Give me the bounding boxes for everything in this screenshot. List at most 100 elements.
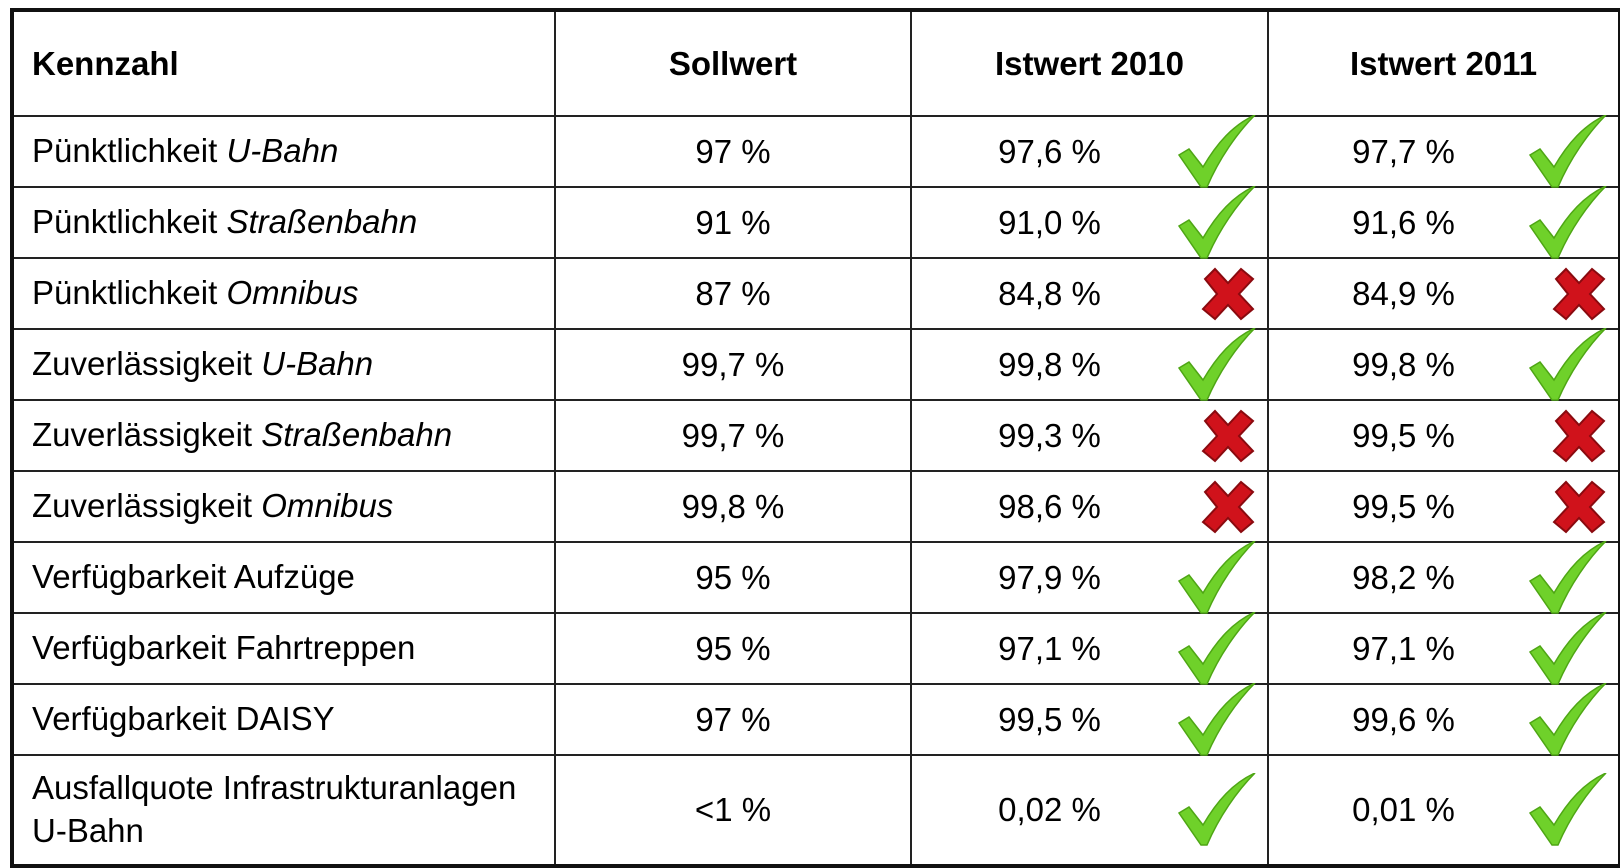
target-cell: 87 % [554, 257, 912, 330]
label-text: Pünktlichkeit [32, 274, 218, 312]
label-text: Zuverlässigkeit [32, 416, 253, 454]
check-mark [1177, 682, 1256, 756]
check-icon [1528, 114, 1607, 188]
value-text: 91,0 % [998, 203, 1101, 241]
cross-icon [1201, 267, 1255, 320]
check-mark [1177, 185, 1256, 259]
target-cell: 97 % [554, 115, 912, 188]
value-cell: 0,01 % [1267, 754, 1620, 867]
value-text: 98,6 % [998, 487, 1101, 525]
value-text: 97,1 % [998, 629, 1101, 667]
value-cell: 84,8 % [910, 257, 1269, 330]
check-mark [1528, 185, 1607, 259]
value-cell: 98,2 % [1267, 540, 1620, 614]
header-row: Kennzahl Sollwert Istwert 2010 Istwert 2… [11, 9, 1620, 117]
check-icon [1528, 773, 1607, 846]
cross-mark [1201, 409, 1255, 462]
table-row: Ausfallquote Infrastrukturanlagen U-Bahn… [11, 754, 1620, 867]
value-text: 99,3 % [998, 416, 1101, 454]
check-icon [1177, 327, 1256, 401]
row-label: Zuverlässigkeit Straßenbahn [11, 399, 556, 472]
table-row: Pünktlichkeit Omnibus 87 % 84,8 % 84,9 % [11, 257, 1620, 330]
row-label: Verfügbarkeit Fahrtreppen [11, 612, 556, 685]
table-row: Verfügbarkeit Fahrtreppen 95 % 97,1 % 97,1 … [11, 611, 1620, 685]
table-row: Verfügbarkeit DAISY 97 % 99,5 % 99,6 % [11, 682, 1620, 756]
check-icon [1177, 773, 1256, 846]
label-text: Verfügbarkeit Aufzüge [32, 558, 355, 596]
label-mode: U-Bahn [226, 132, 339, 170]
value-cell: 97,1 % [910, 611, 1269, 685]
value-cell: 97,1 % [1267, 611, 1620, 685]
row-label: Verfügbarkeit DAISY [11, 683, 556, 756]
cross-icon [1552, 267, 1606, 320]
check-mark [1528, 327, 1607, 401]
target-cell: 99,8 % [554, 470, 912, 543]
label-text: Zuverlässigkeit [32, 487, 253, 525]
table-row: Pünktlichkeit Straßenbahn 91 % 91,0 % 91,6 … [11, 185, 1620, 259]
value-text: 97,1 % [1352, 629, 1455, 667]
value-text: 99,5 % [1352, 487, 1455, 525]
cross-mark [1552, 480, 1606, 533]
label-text: Verfügbarkeit Fahrtreppen [32, 629, 416, 667]
table-row: Verfügbarkeit Aufzüge 95 % 97,9 % 98,2 % [11, 540, 1620, 614]
header-cell: Istwert 2011 [1267, 9, 1620, 117]
header-cell: Kennzahl [11, 9, 556, 117]
value-text: 98,2 % [1352, 558, 1455, 596]
row-label: Zuverlässigkeit U-Bahn [11, 328, 556, 401]
value-cell: 0,02 % [910, 754, 1269, 867]
check-mark [1177, 540, 1256, 614]
value-cell: 99,8 % [1267, 327, 1620, 401]
label-mode: Straßenbahn [226, 203, 418, 241]
check-icon [1528, 611, 1607, 685]
value-text: 97,9 % [998, 558, 1101, 596]
row-label: Pünktlichkeit Straßenbahn [11, 186, 556, 259]
label-mode: Omnibus [226, 274, 359, 312]
value-text: 99,8 % [998, 345, 1101, 383]
target-cell: 91 % [554, 186, 912, 259]
check-mark [1528, 682, 1607, 756]
header-cell: Istwert 2010 [910, 9, 1269, 117]
cross-mark [1552, 267, 1606, 320]
value-cell: 99,5 % [1267, 470, 1620, 543]
row-label: Pünktlichkeit Omnibus [11, 257, 556, 330]
table-row: Zuverlässigkeit Omnibus 99,8 % 98,6 % 99,5 … [11, 470, 1620, 543]
check-icon [1177, 611, 1256, 685]
row-label: Zuverlässigkeit Omnibus [11, 470, 556, 543]
header-cell: Sollwert [554, 9, 912, 117]
value-text: 0,01 % [1352, 791, 1455, 828]
value-text: 97,6 % [998, 132, 1101, 170]
check-mark [1528, 773, 1607, 846]
check-icon [1528, 682, 1607, 756]
value-text: 84,9 % [1352, 274, 1455, 312]
value-cell: 97,7 % [1267, 114, 1620, 188]
table-row: Pünktlichkeit U-Bahn 97 % 97,6 % 97,7 % [11, 114, 1620, 188]
value-cell: 99,6 % [1267, 682, 1620, 756]
cross-mark [1201, 267, 1255, 320]
cross-icon [1552, 409, 1606, 462]
target-cell: <1 % [554, 754, 912, 867]
cross-mark [1552, 409, 1606, 462]
value-text: 91,6 % [1352, 203, 1455, 241]
value-cell: 97,6 % [910, 114, 1269, 188]
table-row: Zuverlässigkeit Straßenbahn 99,7 % 99,3 % 9… [11, 399, 1620, 472]
check-mark [1528, 540, 1607, 614]
check-mark [1528, 114, 1607, 188]
check-mark [1177, 773, 1256, 846]
target-cell: 99,7 % [554, 328, 912, 401]
check-mark [1177, 327, 1256, 401]
target-cell: 95 % [554, 541, 912, 614]
label-text: Zuverlässigkeit [32, 345, 253, 383]
value-cell: 99,3 % [910, 399, 1269, 472]
table-body: Pünktlichkeit U-Bahn 97 % 97,6 % 97,7 % Pünk… [11, 114, 1620, 867]
value-cell: 99,5 % [910, 682, 1269, 756]
check-icon [1177, 682, 1256, 756]
label-mode: U-Bahn [261, 345, 374, 383]
check-icon [1177, 540, 1256, 614]
value-cell: 84,9 % [1267, 257, 1620, 330]
value-text: 99,5 % [998, 700, 1101, 738]
value-cell: 91,0 % [910, 185, 1269, 259]
value-cell: 91,6 % [1267, 185, 1620, 259]
label-mode: Omnibus [261, 487, 394, 525]
target-cell: 97 % [554, 683, 912, 756]
